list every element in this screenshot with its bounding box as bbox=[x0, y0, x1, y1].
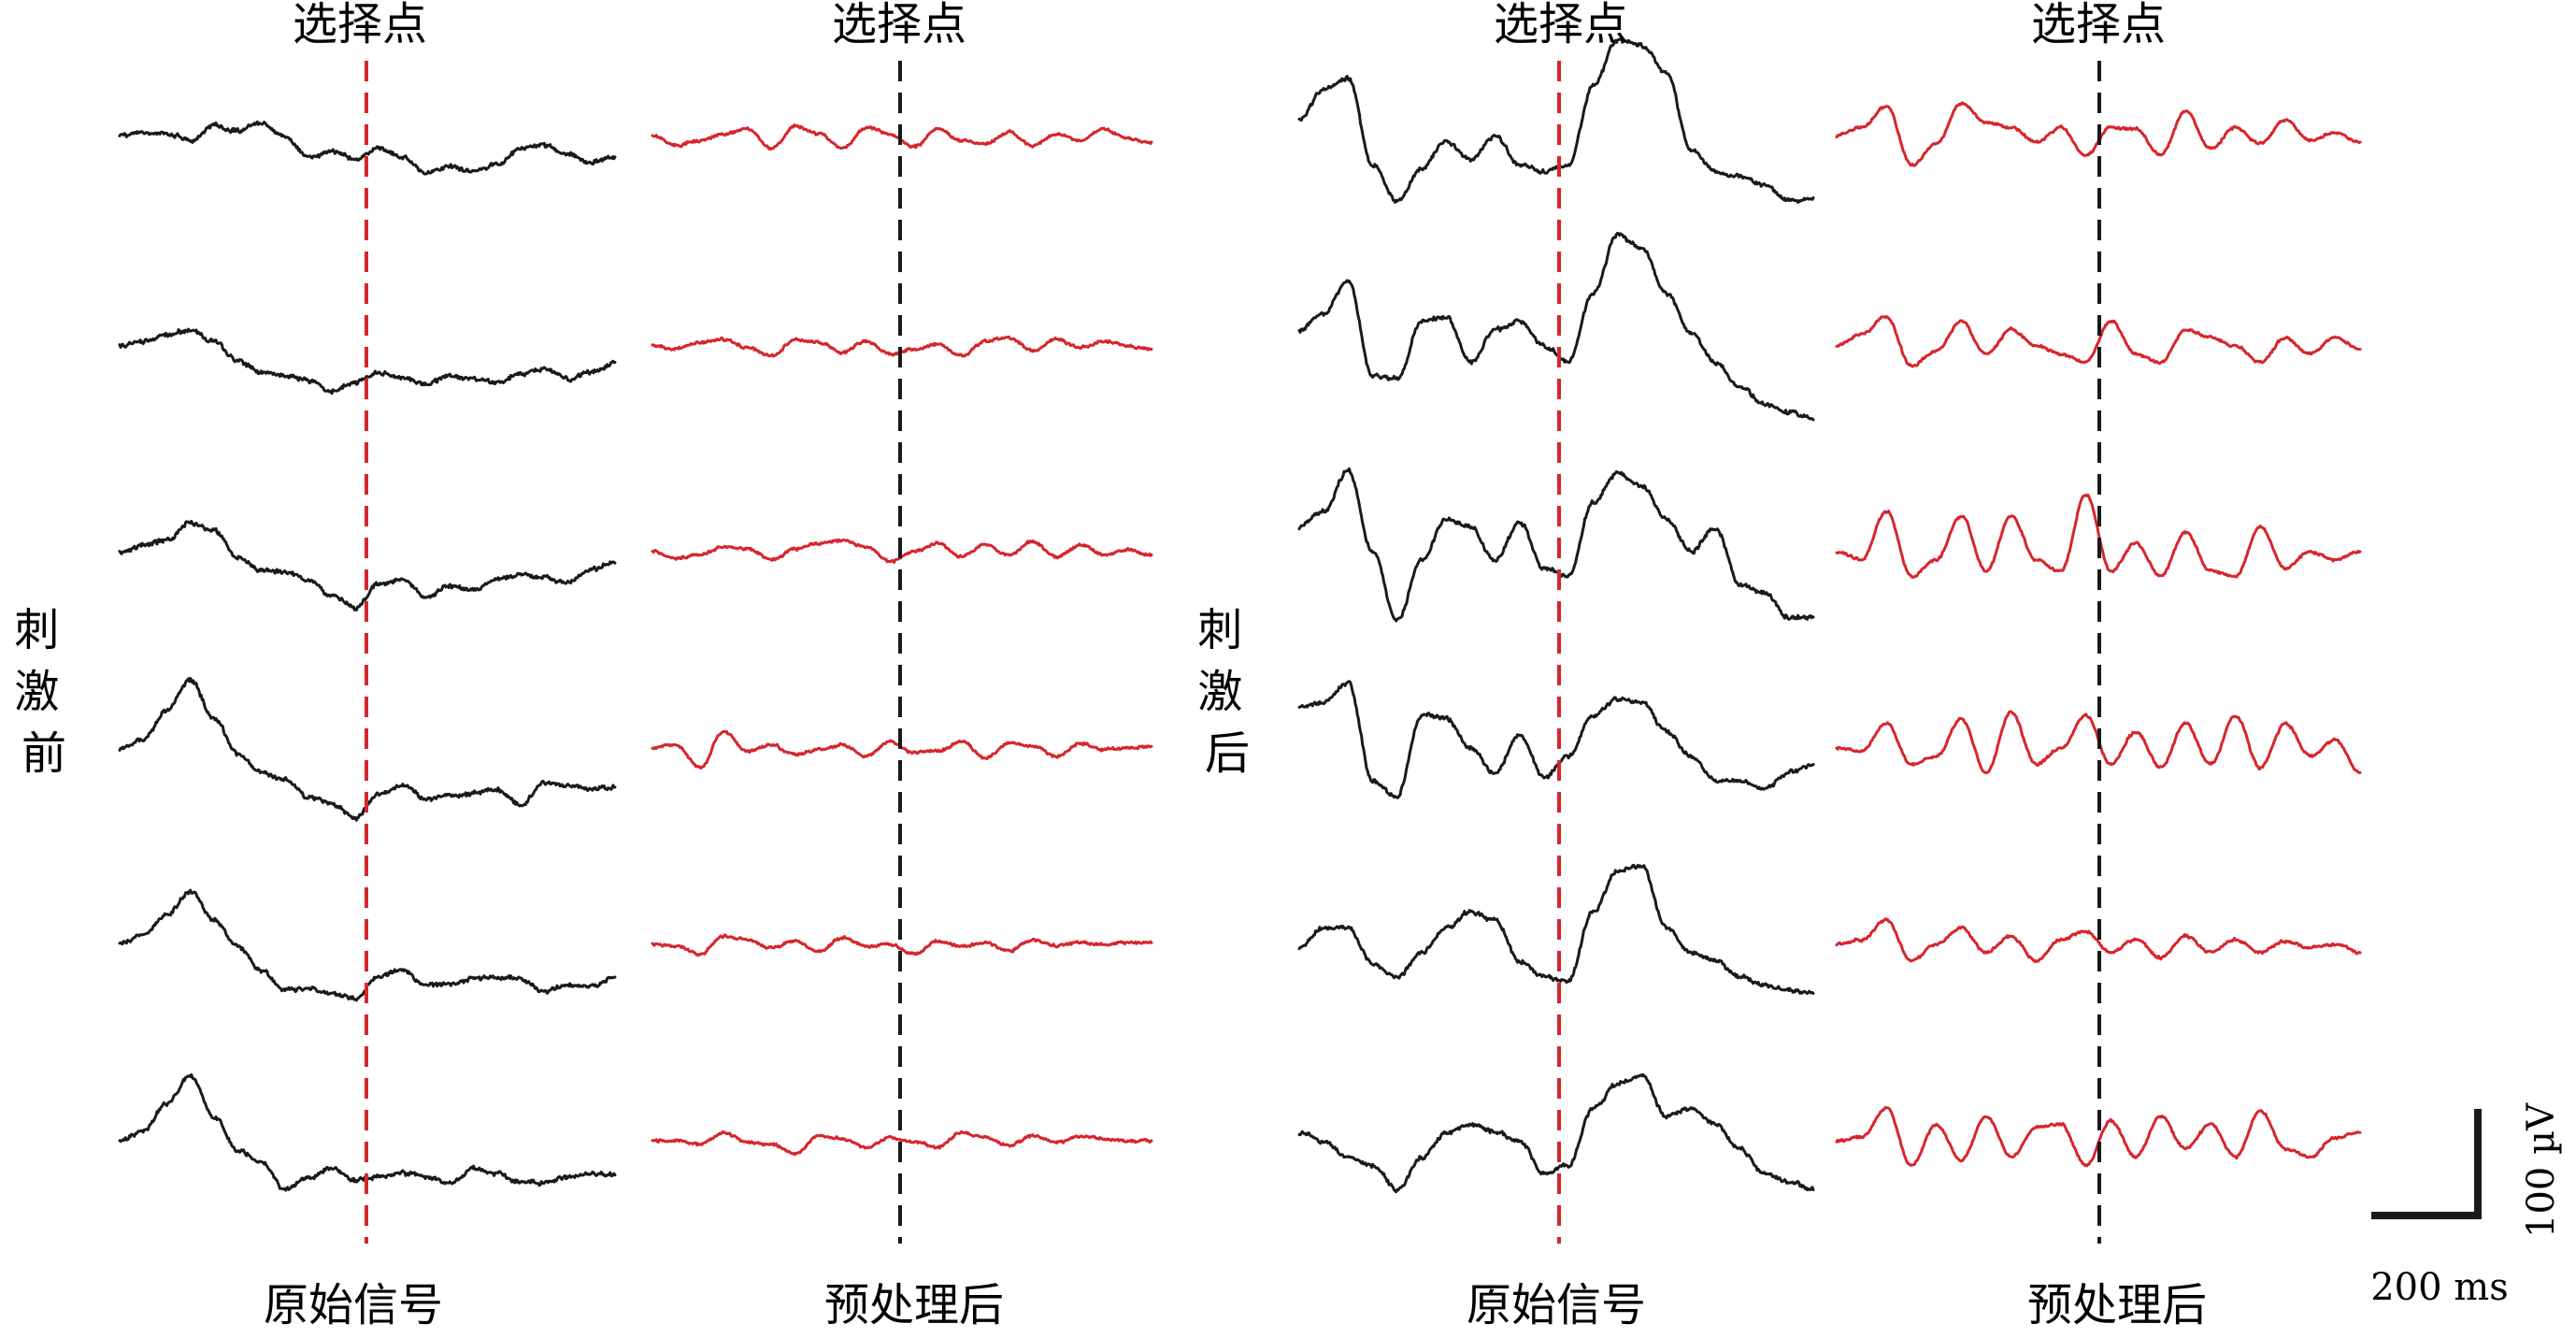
select-point-title-2: 选择点 bbox=[832, 0, 966, 50]
select-point-title-4: 选择点 bbox=[2031, 0, 2166, 50]
select-point-title-3: 选择点 bbox=[1494, 0, 1628, 50]
trace-raw-panel2-row5 bbox=[1297, 863, 1815, 995]
before-stim-label: 刺 激 前 bbox=[14, 604, 73, 780]
after-stim-label: 刺 激 后 bbox=[1197, 604, 1256, 780]
trace-processed-panel2-row5 bbox=[1835, 917, 2362, 964]
preprocessed-title-1: 预处理后 bbox=[824, 1279, 1004, 1331]
select-point-title-1: 选择点 bbox=[293, 0, 427, 50]
trace-processed-panel2-row3 bbox=[1835, 493, 2362, 580]
trace-processed-panel1-row5 bbox=[651, 933, 1153, 957]
trace-raw-panel2-row6 bbox=[1297, 1072, 1815, 1194]
raw-signal-title-1: 原始信号 bbox=[264, 1279, 443, 1331]
trace-raw-panel2-row4 bbox=[1297, 680, 1815, 799]
trace-raw-panel2-row3 bbox=[1297, 467, 1815, 623]
trace-raw-panel1-row1 bbox=[118, 120, 617, 176]
trace-raw-panel2-row2 bbox=[1297, 231, 1815, 422]
trace-raw-panel1-row3 bbox=[118, 519, 617, 611]
trace-raw-panel2-row1 bbox=[1297, 37, 1815, 204]
preprocessed-title-2: 预处理后 bbox=[2027, 1279, 2207, 1331]
marker-layer bbox=[365, 61, 2101, 1244]
trace-processed-panel1-row6 bbox=[651, 1129, 1153, 1157]
raw-signal-title-2: 原始信号 bbox=[1467, 1279, 1646, 1331]
trace-raw-panel1-row2 bbox=[118, 327, 617, 396]
traces-layer bbox=[118, 37, 2362, 1194]
trace-processed-panel2-row2 bbox=[1835, 315, 2362, 368]
scale-bar-time-label: 200 ms bbox=[2370, 1266, 2509, 1309]
scale-bar-amplitude-label: 100 µV bbox=[2520, 1102, 2563, 1238]
scale-bar bbox=[2371, 1109, 2482, 1219]
